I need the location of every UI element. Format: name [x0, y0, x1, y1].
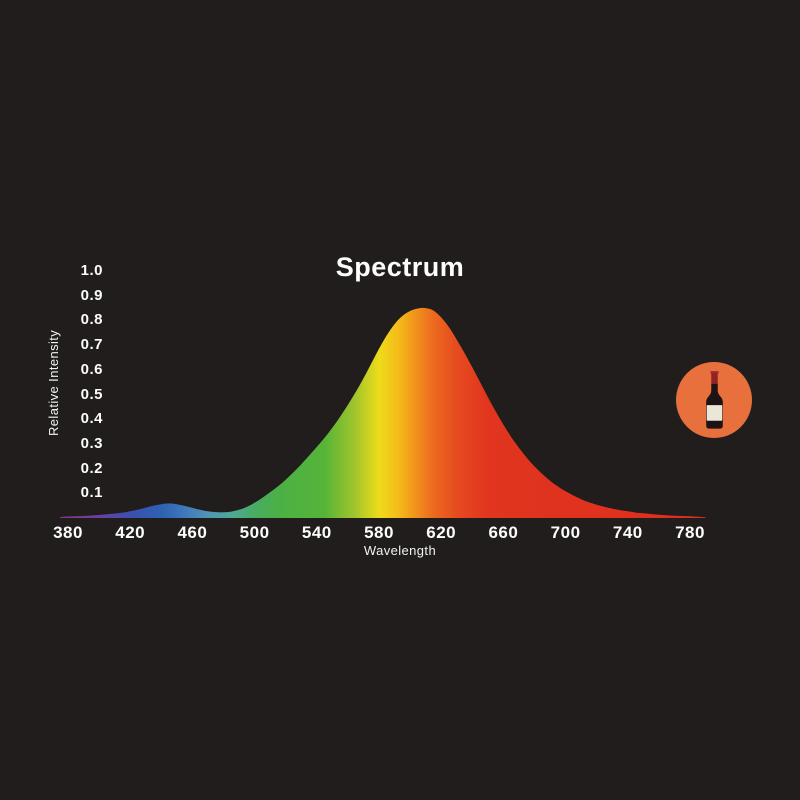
y-tick-label: 0.3: [80, 434, 103, 452]
y-tick-label: 0.1: [80, 484, 103, 502]
x-tick-label: 620: [426, 523, 457, 542]
chart-title: Spectrum: [335, 252, 465, 282]
y-tick-label: 0.6: [80, 360, 103, 378]
wine-bottle-badge: [676, 362, 752, 438]
y-tick-label: 0.2: [80, 459, 103, 477]
x-axis-title: Wavelength: [363, 543, 437, 558]
x-tick-label: 700: [550, 523, 581, 542]
y-tick-label: 0.9: [80, 286, 103, 304]
x-tick-label: 460: [177, 523, 208, 542]
spectrum-curve-path: [60, 307, 706, 518]
y-tick-label: 0.5: [80, 385, 103, 403]
x-tick-label: 500: [239, 523, 270, 542]
x-tick-label: 540: [301, 523, 332, 542]
x-tick-label: 380: [53, 523, 83, 542]
y-tick-label: 1.0: [80, 262, 103, 279]
x-tick-label: 580: [364, 523, 394, 542]
wine-bottle-icon: [705, 370, 723, 429]
y-tick-label: 0.4: [80, 410, 103, 428]
x-tick-label: 660: [488, 523, 519, 542]
x-tick-label: 780: [675, 523, 705, 542]
y-tick-label: 0.7: [80, 336, 103, 354]
x-tick-label: 420: [115, 523, 146, 542]
y-tick-label: 0.8: [80, 311, 103, 329]
x-tick-label: 740: [612, 523, 643, 542]
